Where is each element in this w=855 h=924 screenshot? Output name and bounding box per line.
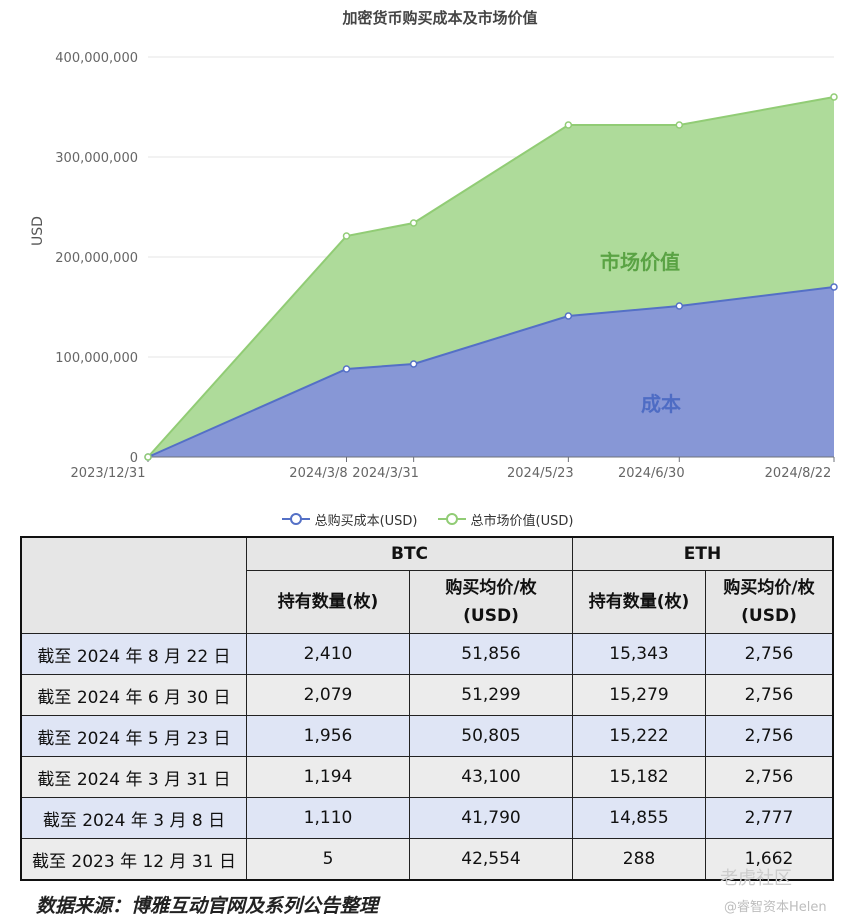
point-cost	[342, 365, 351, 373]
row-eth-avg: 2,756	[705, 674, 834, 716]
legend-label-market-value: 总市场价值(USD)	[470, 513, 574, 529]
table-group-header-row: BTC ETH	[20, 536, 834, 634]
row-eth-avg: 1,662	[705, 838, 834, 881]
row-btc-qty: 5	[246, 838, 410, 881]
table-row: 截至 2024 年 3 月 31 日 1,194 43,100 15,182 2…	[20, 756, 834, 798]
x-tick-label: 2023/12/31	[71, 466, 146, 481]
table-group-eth: ETH	[572, 536, 834, 571]
legend-item-market-value[interactable]: 总市场价值(USD)	[437, 510, 574, 529]
col-header-btc-qty-text: 持有数量(枚)	[277, 592, 379, 612]
point-cost	[409, 360, 418, 368]
watermark-author: @睿智资本Helen	[724, 900, 827, 915]
col-header-btc-avg-line1: 购买均价/枚	[445, 578, 537, 598]
row-date: 截至 2024 年 3 月 8 日	[20, 797, 247, 839]
row-date: 截至 2024 年 3 月 31 日	[20, 756, 247, 798]
col-header-btc-avg-line2: (USD)	[463, 606, 519, 626]
point-cost	[830, 283, 838, 291]
point-market-value	[564, 121, 573, 129]
row-eth-qty: 288	[572, 838, 706, 881]
point-market-value	[409, 219, 418, 227]
row-date: 截至 2024 年 5 月 23 日	[20, 715, 247, 757]
legend-swatch-market-value	[437, 513, 466, 525]
row-btc-qty: 1,956	[246, 715, 410, 757]
table-row: 截至 2023 年 12 月 31 日 5 42,554 288 1,662	[20, 838, 834, 881]
y-tick-label: 0	[130, 451, 138, 466]
row-date: 截至 2024 年 8 月 22 日	[20, 633, 247, 675]
chart-title: 加密货币购买成本及市场价值	[341, 9, 537, 27]
row-btc-qty: 2,079	[246, 674, 410, 716]
y-tick-label: 200,000,000	[55, 251, 138, 266]
annotation-market-value: 市场价值	[600, 250, 680, 274]
row-btc-qty: 1,194	[246, 756, 410, 798]
point-cost	[675, 302, 684, 310]
legend-label-cost: 总购买成本(USD)	[314, 513, 418, 529]
row-eth-avg: 2,756	[705, 715, 834, 757]
y-axis-label: USD	[30, 216, 46, 246]
table-corner-cell	[20, 536, 247, 634]
table-row: 截至 2024 年 8 月 22 日 2,410 51,856 15,343 2…	[20, 633, 834, 675]
line-cost	[147, 286, 835, 458]
row-btc-avg: 50,805	[409, 715, 573, 757]
row-btc-qty: 2,410	[246, 633, 410, 675]
x-tick-label: 2024/8/22	[765, 466, 832, 481]
col-header-eth-avg-line2: (USD)	[741, 606, 797, 626]
x-axis-tick-labels: 2023/12/31 2024/3/8 2024/3/31 2024/5/23 2024…	[71, 466, 832, 481]
row-eth-qty: 15,343	[572, 633, 706, 675]
row-date: 截至 2024 年 6 月 30 日	[20, 674, 247, 716]
col-header-btc-avg: 购买均价/枚 (USD)	[409, 570, 573, 634]
point-market-value	[830, 93, 838, 101]
row-eth-qty: 14,855	[572, 797, 706, 839]
area-cost	[148, 287, 834, 457]
point-cost	[564, 312, 573, 320]
chart-areas	[147, 96, 835, 458]
row-eth-qty: 15,222	[572, 715, 706, 757]
col-header-eth-qty: 持有数量(枚)	[572, 570, 706, 634]
row-eth-qty: 15,182	[572, 756, 706, 798]
col-header-eth-qty-text: 持有数量(枚)	[588, 592, 690, 612]
line-market-value	[147, 96, 835, 458]
point-market-value	[675, 121, 684, 129]
x-tick-label: 2024/3/8	[289, 466, 347, 481]
row-eth-qty: 15,279	[572, 674, 706, 716]
col-header-eth-avg: 购买均价/枚 (USD)	[705, 570, 834, 634]
y-axis-tick-labels: 0 100,000,000 200,000,000 300,000,000 400,00…	[55, 51, 138, 466]
col-header-eth-avg-line1: 购买均价/枚	[723, 578, 815, 598]
chart-legend: 总购买成本(USD) 总市场价值(USD)	[0, 506, 855, 532]
row-btc-avg: 43,100	[409, 756, 573, 798]
point-market-value	[144, 453, 152, 461]
area-chart: 加密货币购买成本及市场价值 0 100,000,000 200,000,000 300…	[30, 9, 838, 481]
data-source-note: 数据来源：博雅互动官网及系列公告整理	[36, 895, 379, 917]
chart-points	[144, 93, 838, 461]
y-tick-label: 400,000,000	[55, 51, 138, 66]
table-row: 截至 2024 年 5 月 23 日 1,956 50,805 15,222 2…	[20, 715, 834, 757]
col-header-btc-qty: 持有数量(枚)	[246, 570, 410, 634]
table-column-header-row: 持有数量(枚) 购买均价/枚 (USD) 持有数量(枚) 购买均价/枚 (USD)	[21, 570, 834, 634]
y-tick-label: 100,000,000	[55, 351, 138, 366]
holdings-table: BTC ETH 持有数量(枚) 购买均价/枚 (USD) 持有数量(枚) 购买均价…	[20, 536, 834, 881]
row-btc-avg: 42,554	[409, 838, 573, 881]
y-tick-label: 300,000,000	[55, 151, 138, 166]
table-row: 截至 2024 年 3 月 8 日 1,110 41,790 14,855 2,…	[20, 797, 834, 839]
row-btc-avg: 51,856	[409, 633, 573, 675]
x-tick-label: 2024/6/30	[618, 466, 685, 481]
row-eth-avg: 2,756	[705, 633, 834, 675]
row-date: 截至 2023 年 12 月 31 日	[20, 838, 247, 881]
table-group-btc: BTC	[246, 536, 573, 571]
row-eth-avg: 2,777	[705, 797, 834, 839]
legend-swatch-cost	[281, 513, 310, 525]
x-tick-label: 2024/3/31	[352, 466, 419, 481]
watermark-logo: 老虎社区	[720, 868, 792, 889]
row-btc-avg: 41,790	[409, 797, 573, 839]
chart-axes	[147, 456, 835, 462]
annotation-cost: 成本	[641, 392, 681, 416]
point-market-value	[342, 232, 351, 240]
table-row: 截至 2024 年 6 月 30 日 2,079 51,299 15,279 2…	[20, 674, 834, 716]
row-btc-avg: 51,299	[409, 674, 573, 716]
legend-item-cost[interactable]: 总购买成本(USD)	[281, 510, 418, 529]
x-tick-label: 2024/5/23	[507, 466, 574, 481]
row-btc-qty: 1,110	[246, 797, 410, 839]
row-eth-avg: 2,756	[705, 756, 834, 798]
